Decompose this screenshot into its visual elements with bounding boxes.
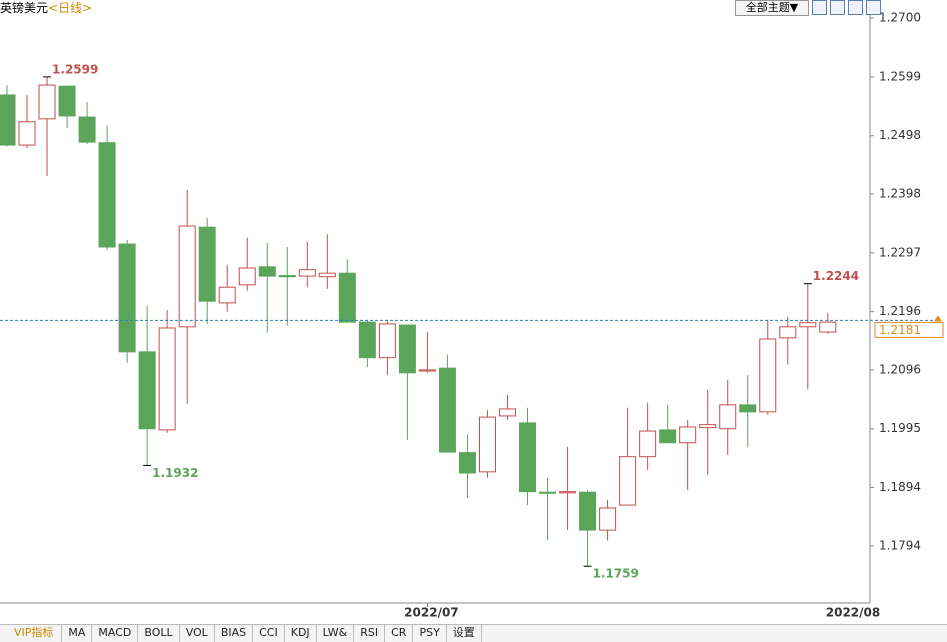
candle-body <box>338 272 356 323</box>
candle-body <box>739 404 757 413</box>
indicator-tabs: VIP指标 MA MACD BOLL VOL BIAS CCI KDJ LW& … <box>0 624 947 642</box>
candle-body <box>118 243 136 353</box>
candle-body <box>298 269 316 277</box>
tab[interactable]: CR <box>385 625 414 642</box>
candle-body <box>18 121 36 146</box>
candle-body <box>719 404 737 430</box>
candle-body <box>38 84 56 120</box>
header: 英镑美元<日线> <box>0 0 92 16</box>
y-tick-label: 1.1995 <box>879 421 921 435</box>
candle-body <box>198 226 216 302</box>
candle-body <box>679 426 697 444</box>
candle-body <box>639 430 657 458</box>
candle-body <box>378 323 396 359</box>
annotation-label: 1.2244 <box>813 269 859 283</box>
candle-body <box>799 322 817 328</box>
tab[interactable]: BIAS <box>215 625 254 642</box>
annotation-label: 1.2599 <box>52 62 98 76</box>
tool-icon[interactable] <box>866 0 881 15</box>
candle-body <box>619 456 637 506</box>
annotation-label: 1.1759 <box>593 567 639 581</box>
candle-body <box>78 116 96 143</box>
candle-body <box>599 507 617 531</box>
y-tick-label: 1.1894 <box>879 480 921 494</box>
candle-body <box>398 324 416 374</box>
tab[interactable]: KDJ <box>285 625 317 642</box>
last-price-box <box>874 321 944 338</box>
tab[interactable]: LW& <box>317 625 355 642</box>
candle-body <box>418 369 436 372</box>
candle-body <box>238 267 256 286</box>
candle-body <box>98 142 116 248</box>
x-tick-label: 2022/07 <box>404 606 458 620</box>
chart: 1.2700 1.2599 1.2498 1.2398 1.2297 1.2196 1.20… <box>0 0 944 620</box>
candle-body <box>218 286 236 304</box>
candle-body <box>58 85 76 117</box>
last-price-label: 1.2181 <box>879 323 921 337</box>
y-tick-label: 1.2498 <box>879 128 921 142</box>
tab[interactable]: MA <box>62 625 93 642</box>
candle-body <box>358 321 376 359</box>
tab[interactable]: CCI <box>253 625 285 642</box>
toolbar <box>812 0 881 15</box>
candle-body <box>559 491 577 494</box>
y-tick-label: 1.2297 <box>879 245 921 259</box>
period[interactable]: <日线> <box>48 1 93 15</box>
theme-button[interactable]: 全部主题▼ <box>735 0 809 16</box>
candle-body <box>158 327 176 431</box>
candle-body <box>779 326 797 339</box>
candle-body <box>659 429 677 444</box>
y-tick-label: 1.1794 <box>879 538 921 552</box>
candle-body <box>478 416 496 473</box>
y-tick-label: 1.2700 <box>879 11 921 25</box>
candle-body <box>0 94 16 146</box>
y-tick-label: 1.2398 <box>879 186 921 200</box>
tab[interactable]: BOLL <box>138 625 180 642</box>
candle-body <box>258 266 276 277</box>
tab[interactable]: 设置 <box>447 625 482 642</box>
title: 英镑美元 <box>0 1 49 15</box>
candle-body <box>138 351 156 430</box>
tab[interactable]: VOL <box>180 625 215 642</box>
y-tick-label: 1.2196 <box>879 304 921 318</box>
candle-body <box>278 275 296 278</box>
last-price-marker <box>934 315 942 322</box>
y-tick-label: 1.2599 <box>879 69 921 83</box>
tab[interactable]: VIP指标 <box>0 625 63 642</box>
tool-icon[interactable] <box>812 0 827 15</box>
candle-body <box>759 338 777 413</box>
tab[interactable]: RSI <box>354 625 386 642</box>
candle-body <box>318 272 336 278</box>
annotation-label: 1.1932 <box>152 466 198 480</box>
candle-body <box>579 491 597 531</box>
candle-body <box>438 367 456 453</box>
tool-icon[interactable] <box>848 0 863 15</box>
candle-body <box>819 321 837 333</box>
tab[interactable]: PSY <box>413 625 447 642</box>
tab[interactable]: MACD <box>92 625 139 642</box>
candle-body <box>539 491 557 494</box>
candle-body <box>458 452 476 474</box>
candle-body <box>699 424 717 429</box>
candle-body <box>499 408 516 417</box>
candle-body <box>178 225 196 328</box>
candle-body <box>519 422 537 493</box>
tool-icon[interactable] <box>830 0 845 15</box>
y-tick-label: 1.2096 <box>879 362 921 376</box>
x-end-label: 2022/08 <box>826 606 880 620</box>
